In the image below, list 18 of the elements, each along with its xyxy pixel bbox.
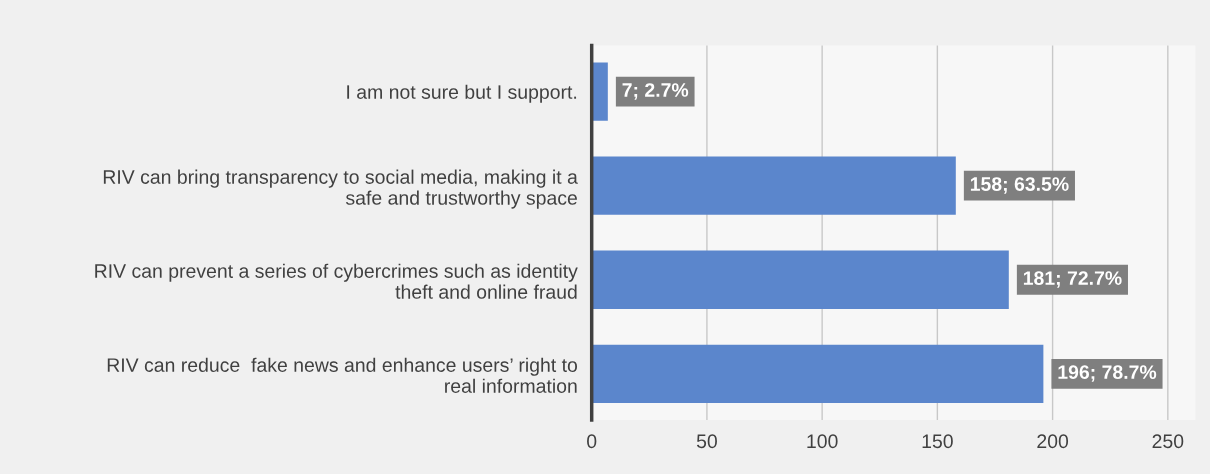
bar [591,62,608,121]
bar [591,250,1009,309]
x-tick-label: 0 [587,434,597,449]
x-tick-label: 250 [1152,434,1184,449]
bar [591,344,1044,403]
data-label: 158; 63.5% [970,177,1069,194]
y-tick-label: RIV can bring transparency to social media, making it a safe and trustworthy space [103,169,578,209]
data-label: 7; 2.7% [622,83,689,100]
data-label: 181; 72.7% [1023,271,1122,288]
y-tick-label: RIV can prevent a series of cybercrimes such as identity theft and online fraud [95,263,578,299]
x-tick-label: 150 [922,434,953,449]
bar [591,156,956,215]
y-tick-label: RIV can reduce fake news and enhance users’ right to real information [107,357,578,393]
x-tick-label: 100 [807,434,838,449]
x-tick-label: 50 [696,434,717,449]
x-tick-label: 200 [1037,434,1069,449]
y-tick-label: I am not sure but I support. [347,84,577,103]
data-label: 196; 78.7% [1058,365,1157,382]
